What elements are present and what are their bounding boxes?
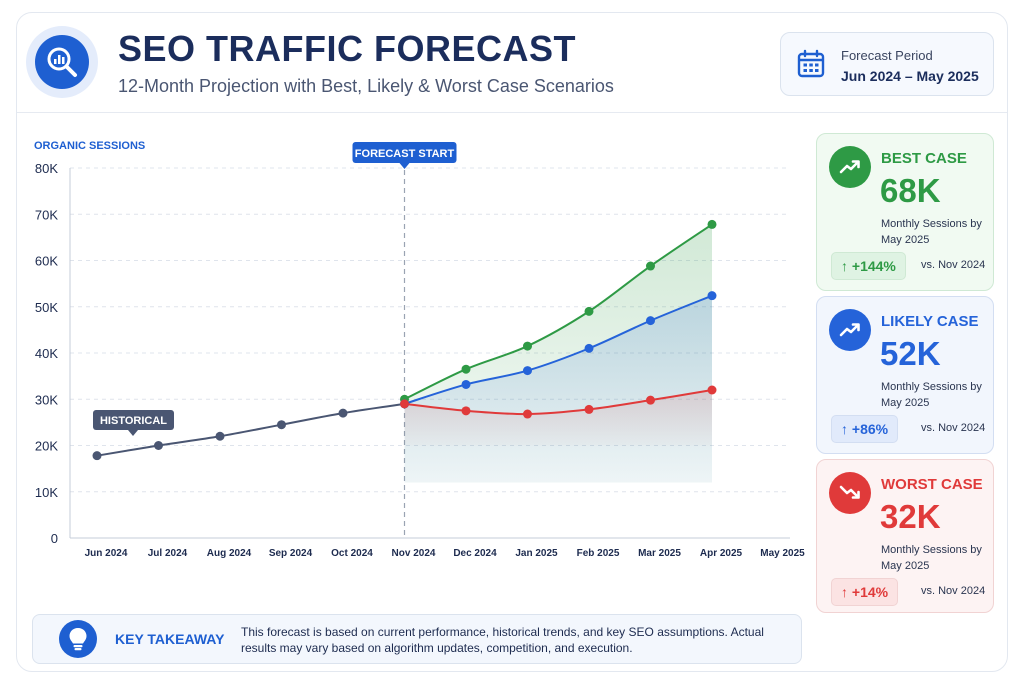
best-point: [707, 219, 717, 229]
y-tick-label: 60K: [35, 254, 58, 269]
likely-point: [646, 316, 655, 326]
y-tick-label: 20K: [35, 439, 58, 454]
x-tick-label: Sep 2024: [269, 548, 313, 559]
page-subtitle: 12-Month Projection with Best, Likely & …: [118, 76, 614, 96]
y-tick-label: 40K: [35, 346, 58, 361]
y-axis-title: ORGANIC SESSIONS: [34, 140, 145, 152]
card-description: Monthly Sessions by May 2025: [881, 381, 982, 409]
comparison-label: vs. Nov 2024: [921, 585, 986, 597]
y-tick-label: 10K: [35, 485, 58, 500]
worst-area: [404, 390, 712, 446]
change-badge: ↑ +144%: [831, 252, 906, 280]
card-value: 52K: [880, 335, 941, 372]
x-tick-label: Dec 2024: [453, 548, 497, 559]
worst-case-card: WORST CASE 32K Monthly Sessions by May 2…: [816, 459, 994, 613]
x-tick-label: Jan 2025: [515, 548, 558, 559]
card-value: 68K: [880, 172, 941, 209]
key-takeaway-panel: KEY TAKEAWAY This forecast is based on c…: [32, 614, 802, 664]
x-tick-label: Aug 2024: [207, 548, 252, 559]
x-tick-label: Feb 2025: [577, 548, 620, 559]
likely-case-card: LIKELY CASE 52K Monthly Sessions by May …: [816, 296, 994, 454]
worst-point: [646, 395, 655, 405]
historical-point: [338, 408, 348, 418]
historical-point: [92, 451, 102, 461]
card-title: BEST CASE: [881, 150, 967, 167]
historical-badge: [93, 410, 174, 430]
comparison-label: vs. Nov 2024: [921, 259, 986, 271]
worst-point: [400, 399, 409, 409]
forecast-start-pointer: [399, 163, 410, 169]
likely-point: [584, 343, 594, 353]
card-value: 32K: [880, 498, 941, 535]
trend-up-icon: [829, 309, 871, 351]
takeaway-title: KEY TAKEAWAY: [115, 631, 225, 647]
period-value: Jun 2024 – May 2025: [841, 68, 979, 84]
takeaway-text: This forecast is based on current perfor…: [241, 625, 764, 655]
x-tick-label: Apr 2025: [700, 548, 743, 559]
y-tick-label: 50K: [35, 300, 58, 315]
card-description: Monthly Sessions by May 2025: [881, 544, 982, 572]
x-tick-label: Oct 2024: [331, 548, 373, 559]
likely-point: [461, 379, 471, 389]
likely-point: [523, 366, 532, 376]
best-point: [523, 341, 532, 351]
forecast-chart: ORGANIC SESSIONS 0 10K 20K 30K 40K 50K 60K 70K 80…: [34, 140, 805, 559]
historical-point: [154, 441, 163, 450]
worst-point: [584, 404, 594, 414]
likely-line: [404, 294, 713, 405]
lightbulb-icon: [59, 620, 97, 658]
forecast-start-label: FORECAST START: [355, 148, 455, 160]
best-case-card: BEST CASE 68K Monthly Sessions by May 20…: [816, 133, 994, 291]
worst-point: [461, 406, 471, 416]
worst-point: [707, 385, 717, 395]
historical-pointer: [128, 430, 138, 436]
historical-label: HISTORICAL: [100, 415, 167, 427]
best-line: [404, 223, 713, 401]
calendar-icon: [797, 49, 825, 84]
card-title: LIKELY CASE: [881, 313, 979, 330]
likely-point: [707, 291, 717, 301]
historical-point: [277, 420, 286, 430]
y-tick-label: 70K: [35, 207, 58, 222]
best-point: [584, 306, 594, 316]
change-badge: ↑ +14%: [831, 578, 899, 606]
y-tick-label: 30K: [35, 392, 58, 407]
historical-point: [215, 431, 225, 441]
period-label: Forecast Period: [841, 48, 933, 63]
magnifier-chart-icon: [35, 35, 89, 89]
y-tick-label: 80K: [35, 161, 58, 176]
forecast-start-badge: [352, 142, 457, 163]
card-title: WORST CASE: [881, 476, 983, 493]
page-title: SEO TRAFFIC FORECAST: [118, 28, 576, 69]
worst-line: [404, 389, 713, 416]
comparison-label: vs. Nov 2024: [921, 422, 986, 434]
trend-up-icon: [829, 146, 871, 188]
x-tick-label: Jun 2024: [85, 548, 128, 559]
worst-point: [523, 409, 532, 419]
trend-down-icon: [829, 472, 871, 514]
best-point: [461, 364, 471, 374]
y-tick-label: 0: [51, 531, 58, 546]
header-divider: [17, 112, 1007, 113]
x-tick-label: Nov 2024: [392, 548, 436, 559]
best-point: [646, 261, 655, 271]
x-tick-label: May 2025: [760, 548, 805, 559]
x-tick-label: Mar 2025: [638, 548, 681, 559]
historical-line: [96, 402, 405, 457]
card-description: Monthly Sessions by May 2025: [881, 218, 982, 246]
change-badge: ↑ +86%: [831, 415, 899, 443]
forecast-period-card: Forecast Period Jun 2024 – May 2025: [780, 32, 994, 96]
x-tick-label: Jul 2024: [148, 548, 188, 559]
